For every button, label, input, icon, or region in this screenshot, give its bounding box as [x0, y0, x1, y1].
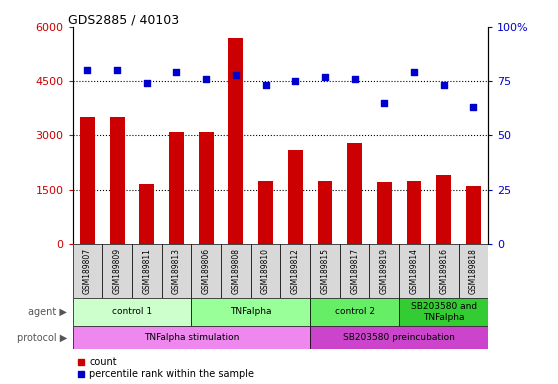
Bar	[258, 180, 273, 244]
Bar	[140, 184, 154, 244]
Bar	[132, 244, 162, 298]
Bar	[110, 117, 124, 244]
Bar	[377, 182, 392, 244]
Text: GSM189812: GSM189812	[291, 248, 300, 294]
Text: control 2: control 2	[335, 308, 374, 316]
Bar	[73, 326, 310, 349]
Bar	[199, 132, 214, 244]
Point	[291, 78, 300, 84]
Point	[469, 104, 478, 110]
Bar	[221, 244, 251, 298]
Bar	[73, 298, 191, 326]
Bar	[459, 244, 488, 298]
Point	[261, 83, 270, 89]
Text: GSM189817: GSM189817	[350, 248, 359, 294]
Text: protocol ▶: protocol ▶	[17, 333, 67, 343]
Text: GSM189819: GSM189819	[380, 248, 389, 294]
Bar	[280, 244, 310, 298]
Bar	[288, 150, 302, 244]
Bar	[466, 186, 481, 244]
Bar	[73, 244, 102, 298]
Point	[201, 76, 210, 82]
Bar	[399, 298, 488, 326]
Legend: count, percentile rank within the sample: count, percentile rank within the sample	[78, 357, 254, 379]
Bar	[429, 244, 459, 298]
Point	[410, 70, 418, 76]
Text: TNFalpha: TNFalpha	[230, 308, 271, 316]
Point	[172, 70, 181, 76]
Text: GSM189811: GSM189811	[142, 248, 151, 294]
Text: GSM189814: GSM189814	[410, 248, 418, 294]
Text: GSM189816: GSM189816	[439, 248, 448, 294]
Bar	[251, 244, 280, 298]
Bar	[191, 244, 221, 298]
Bar	[228, 38, 243, 244]
Bar	[340, 244, 369, 298]
Text: GSM189813: GSM189813	[172, 248, 181, 294]
Bar	[102, 244, 132, 298]
Text: GSM189806: GSM189806	[201, 248, 211, 294]
Bar	[310, 244, 340, 298]
Text: GSM189809: GSM189809	[113, 248, 122, 294]
Bar	[318, 180, 333, 244]
Text: GSM189808: GSM189808	[232, 248, 240, 294]
Point	[113, 67, 122, 73]
Bar	[369, 244, 399, 298]
Bar	[436, 175, 451, 244]
Text: GSM189815: GSM189815	[320, 248, 329, 294]
Text: GDS2885 / 40103: GDS2885 / 40103	[69, 14, 180, 27]
Bar	[399, 244, 429, 298]
Bar	[407, 180, 421, 244]
Text: control 1: control 1	[112, 308, 152, 316]
Bar	[162, 244, 191, 298]
Text: TNFalpha stimulation: TNFalpha stimulation	[143, 333, 239, 343]
Text: GSM189810: GSM189810	[261, 248, 270, 294]
Text: agent ▶: agent ▶	[28, 307, 67, 317]
Point	[439, 83, 448, 89]
Point	[320, 74, 329, 80]
Text: SB203580 preincubation: SB203580 preincubation	[343, 333, 455, 343]
Bar	[169, 132, 184, 244]
Text: GSM189818: GSM189818	[469, 248, 478, 294]
Text: GSM189807: GSM189807	[83, 248, 92, 294]
Point	[380, 100, 389, 106]
Bar	[310, 298, 399, 326]
Bar	[347, 142, 362, 244]
Point	[142, 80, 151, 86]
Bar	[191, 298, 310, 326]
Point	[350, 76, 359, 82]
Point	[83, 67, 92, 73]
Text: SB203580 and
TNFalpha: SB203580 and TNFalpha	[411, 302, 477, 322]
Bar	[80, 117, 95, 244]
Bar	[310, 326, 488, 349]
Point	[232, 71, 240, 78]
